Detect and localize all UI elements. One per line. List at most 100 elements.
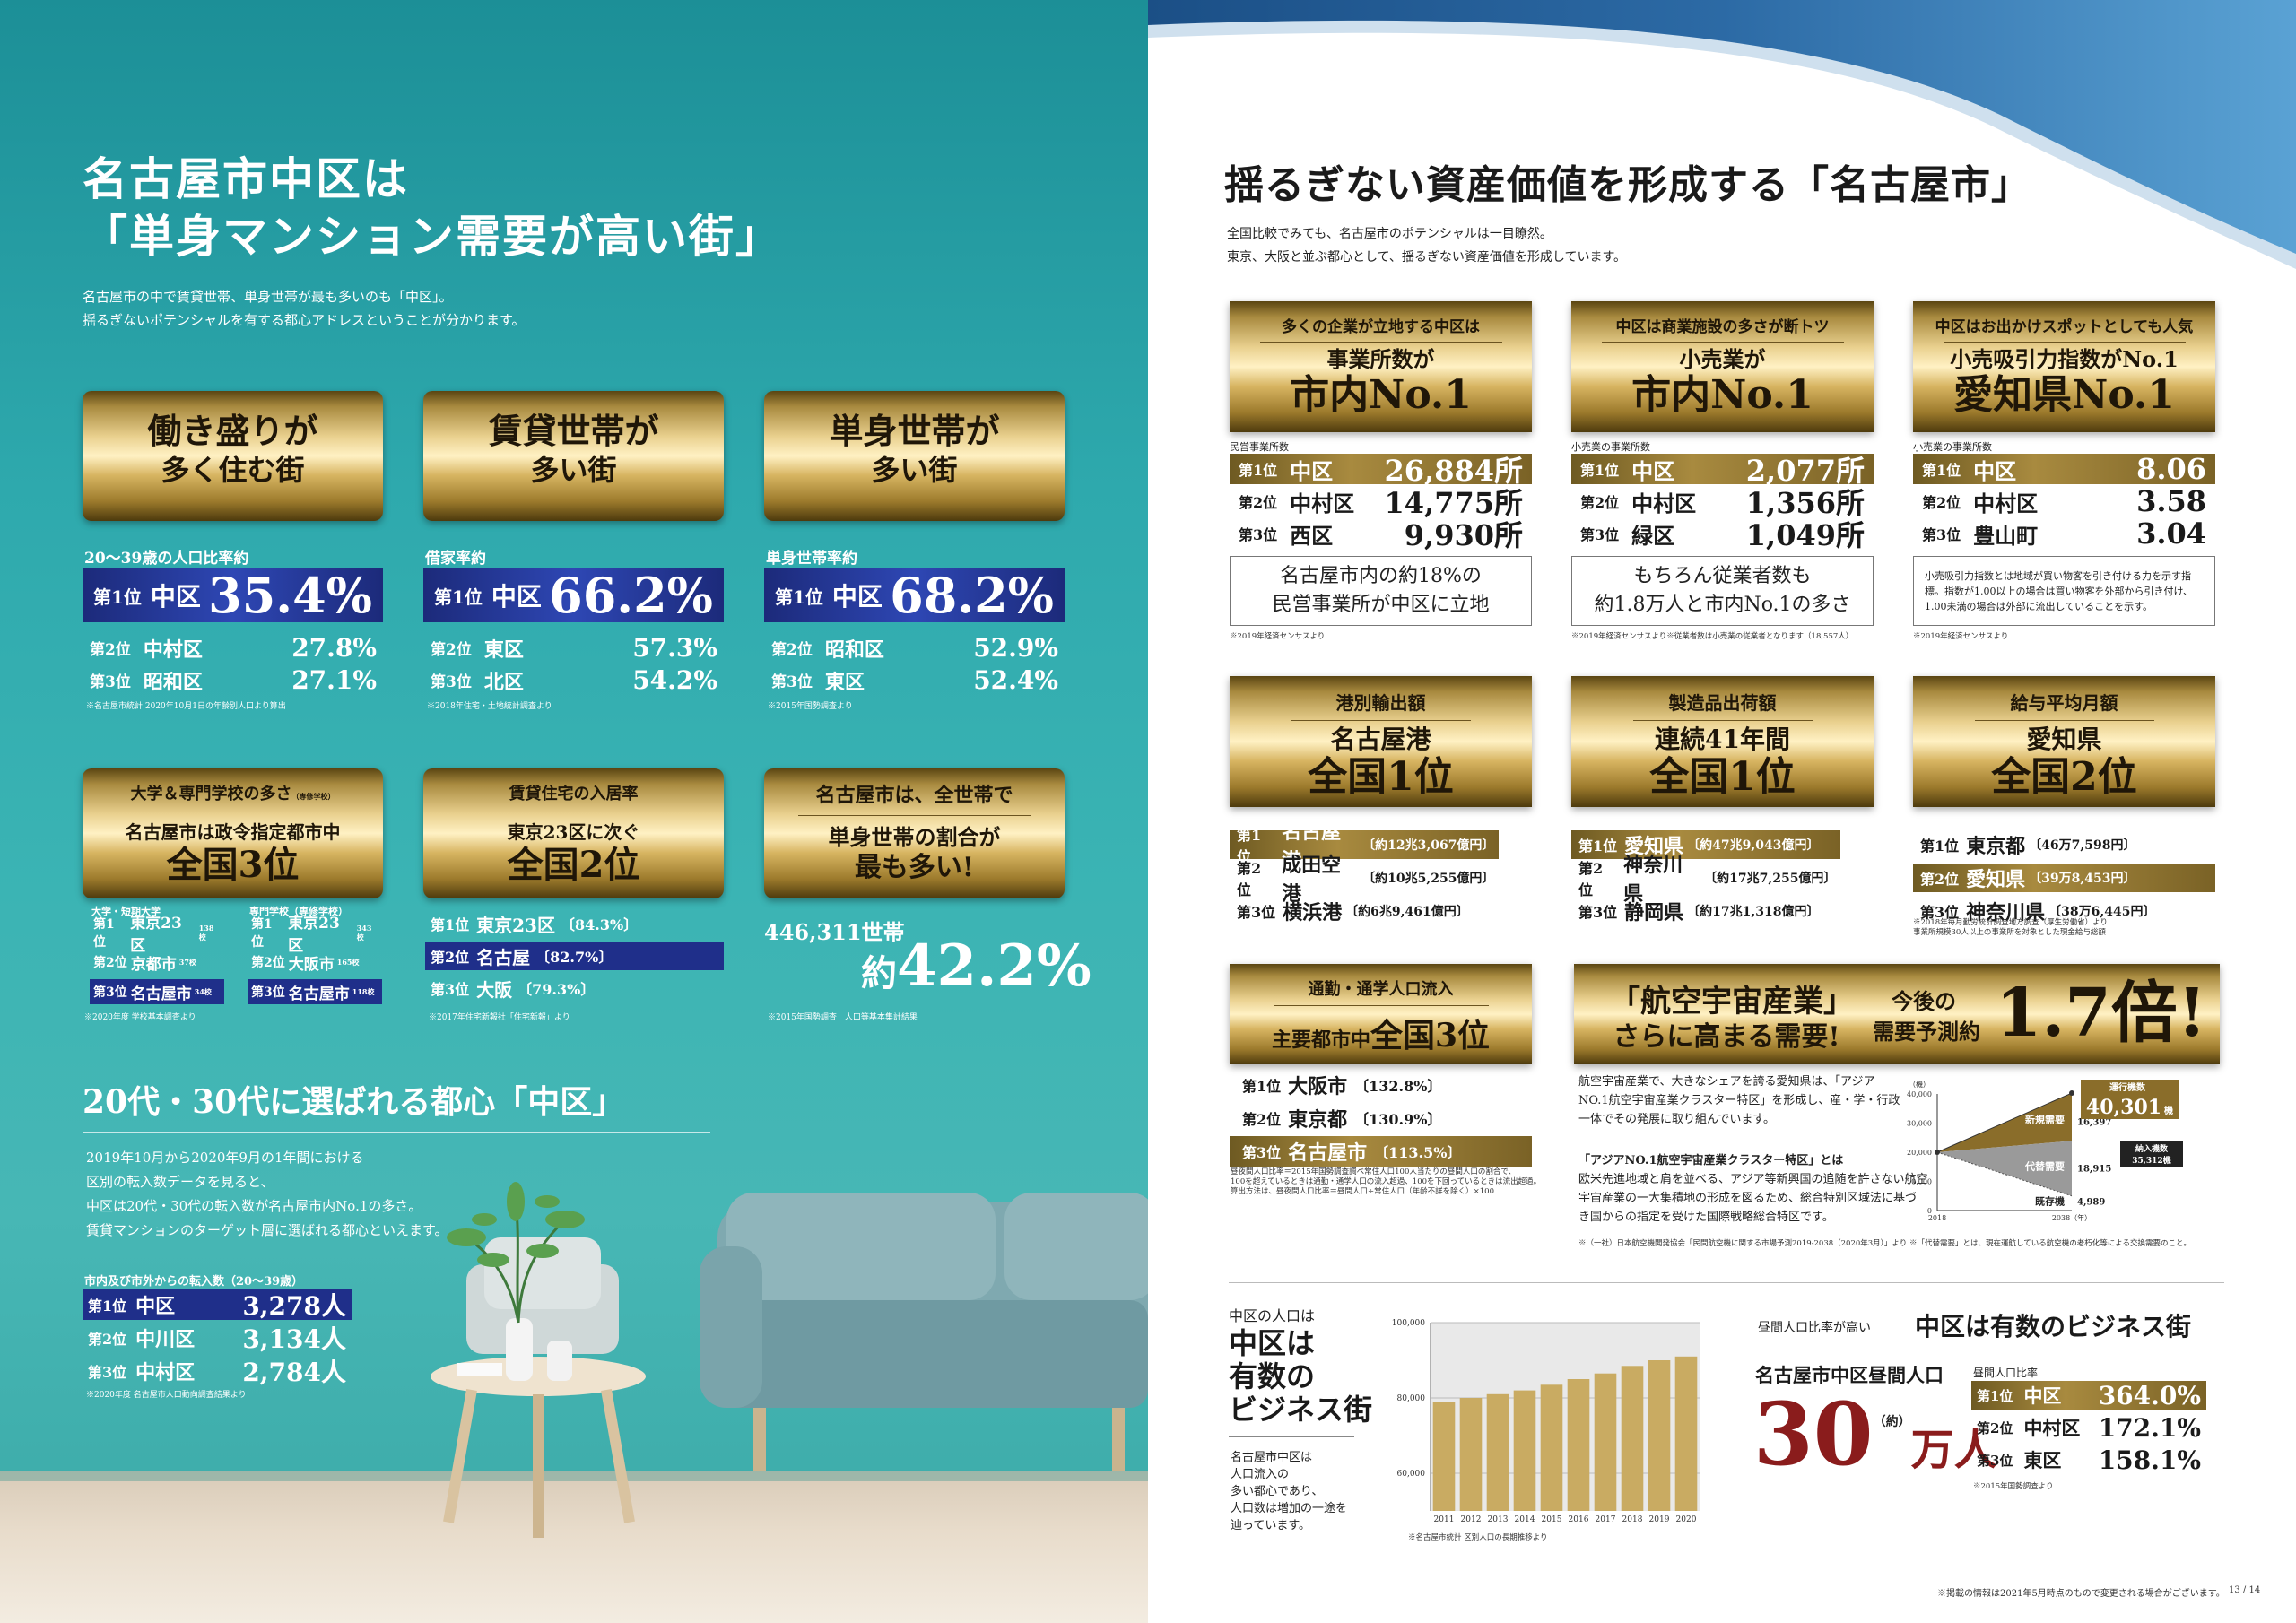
x-tick-label: 2019 bbox=[1649, 1515, 1670, 1524]
mid-rank-val: 〔約6兆9,461億円〕 bbox=[1345, 905, 1469, 919]
existing-value: 4,989 bbox=[2077, 1198, 2105, 1208]
card-banner-line-2: 多い街 bbox=[871, 453, 958, 487]
y-tick-label: 80,000 bbox=[1397, 1394, 1426, 1403]
mid-card-note: ※2018年毎月勤労統計調査地方調査（厚生労働省）より 事業所規模30人以上の事業… bbox=[1913, 918, 2108, 938]
rank-value: 27.1% bbox=[291, 665, 377, 695]
operating-unit: 機 bbox=[2164, 1105, 2173, 1116]
mid-card-m2: 全国2位 bbox=[1991, 754, 2137, 800]
day-rank-val: 364.0% bbox=[2098, 1380, 2201, 1410]
rent-val: 〔84.3%〕 bbox=[560, 916, 639, 933]
day-rank-row: 第1位 中区 364.0% bbox=[1971, 1381, 2206, 1410]
mid-rank-name: 愛知県 bbox=[1966, 868, 2026, 891]
mid-rank-name: 神奈川県 bbox=[1966, 901, 2046, 924]
rank-row: 第3位 昭和区 27.1% bbox=[90, 665, 377, 695]
mid-rank-name: 神奈川県 bbox=[1623, 854, 1683, 906]
banner-rule bbox=[1974, 720, 2154, 721]
mid-rank-pos: 第3位 bbox=[1578, 904, 1618, 921]
school-name: 東京23区 bbox=[288, 915, 340, 955]
top-card-banner: 中区はお出かけスポットとしても人気 小売吸引力指数がNo.1 愛知県No.1 bbox=[1913, 301, 2215, 432]
card-label: 借家率約 bbox=[425, 550, 486, 568]
single-b3: 最も多い! bbox=[854, 852, 975, 883]
rank-name: 東区 bbox=[483, 638, 524, 662]
school-row: 第3位 名古屋市 118校 bbox=[248, 979, 382, 1004]
day-big: 30 bbox=[1753, 1384, 1874, 1485]
aero-text2-line-1: 「アジアNO.1航空宇宙産業クラスター特区」とは bbox=[1578, 1154, 1844, 1167]
card-banner-line-1: 賃貸世帯が bbox=[488, 411, 659, 451]
school-pos: 第1位 bbox=[251, 917, 273, 950]
rank-pos: 第1位 bbox=[434, 586, 483, 608]
bar bbox=[1648, 1360, 1671, 1511]
move-in-val: 2,784人 bbox=[242, 1358, 346, 1387]
mid-rank-row: 第2位 成田空港 〔約10兆5,255億円〕 bbox=[1230, 854, 1499, 906]
box-line-1: 小売吸引力指数とは地域が買い物客を引き付ける力を示す指標。指数が1.00以上の場… bbox=[1925, 569, 2193, 612]
commute-name: 名古屋市 bbox=[1288, 1141, 1368, 1165]
single-note: ※2015年国勢調査 人口等基本集計結果 bbox=[768, 1013, 918, 1022]
school-count: 343校 bbox=[356, 923, 372, 942]
rank-pos: 第1位 bbox=[93, 586, 142, 608]
school-pos: 第1位 bbox=[93, 917, 115, 950]
day-big-unit: 万人 bbox=[1910, 1425, 1997, 1475]
rent-row: 第3位 大阪 〔79.3%〕 bbox=[425, 974, 724, 1002]
x-tick-label: 2015 bbox=[1542, 1515, 1562, 1524]
card-note: ※2018年住宅・土地統計調査より bbox=[427, 702, 552, 711]
living-room-illustration bbox=[430, 1182, 1148, 1538]
rank-pos: 第2位 bbox=[90, 641, 131, 659]
rank-value: 68.2% bbox=[890, 567, 1054, 624]
card-label: 単身世帯率約 bbox=[766, 550, 857, 568]
bar bbox=[1594, 1373, 1617, 1511]
top-rank-pos: 第2位 bbox=[1922, 494, 1961, 511]
commute-name: 東京都 bbox=[1288, 1108, 1348, 1132]
top-rank-pos: 第3位 bbox=[1922, 526, 1961, 543]
commute-m2: 全国3位 bbox=[1370, 1017, 1491, 1055]
top-card-note: ※2019年経済センサスより bbox=[1913, 632, 2009, 641]
rent-pos: 第1位 bbox=[430, 916, 470, 933]
pop-small-2: 人口流入の bbox=[1231, 1468, 1290, 1481]
header-wave bbox=[1148, 0, 2296, 269]
aero-note: ※（一社）日本航空機開発協会「民間航空機に関する市場予測2019-2038（20… bbox=[1578, 1239, 2191, 1248]
card-banner-line-2: 多く住む街 bbox=[161, 453, 305, 487]
rank-row: 第3位 北区 54.2% bbox=[430, 665, 718, 695]
rank-value: 27.8% bbox=[291, 633, 377, 663]
lead-text: 名古屋市の中で賃貸世帯、単身世帯が最も多いのも「中区」。 揺るぎないポテンシャル… bbox=[83, 285, 526, 332]
bar bbox=[1621, 1366, 1644, 1511]
commute-note-1: 昼夜間人口比率＝2015年国勢調査調べ常住人口100人当たりの昼間人口の割合で、 bbox=[1231, 1167, 1517, 1176]
aero-b5: 1.7倍! bbox=[1996, 975, 2207, 1052]
x-tick-label: 2014 bbox=[1515, 1515, 1535, 1524]
mid-rank-val: 〔39万8,453円〕 bbox=[2029, 872, 2136, 886]
top-card-m2: 市内No.1 bbox=[1290, 372, 1472, 418]
section2-line-2: 区別の転入数データを見ると、 bbox=[86, 1174, 274, 1190]
mid-rank-val: 〔約17兆7,255億円〕 bbox=[1704, 872, 1837, 886]
day-pre: 昼間人口比率が高い bbox=[1758, 1321, 1871, 1335]
commute-note-2: 100を超えているときは通勤・通学人口の流入超過、100を下回っているときは流出… bbox=[1231, 1177, 1542, 1186]
top-rank-pos: 第2位 bbox=[1239, 494, 1278, 511]
top-rank-pos: 第2位 bbox=[1580, 494, 1620, 511]
aero-b2: さらに高まる需要! bbox=[1613, 1021, 1840, 1053]
day-big-small: （約） bbox=[1873, 1415, 1911, 1429]
mid-rank-row: 第2位 神奈川県 〔約17兆7,255億円〕 bbox=[1571, 854, 1840, 906]
mid-rank-name: 名古屋港 bbox=[1282, 820, 1342, 872]
aero-text2: 「アジアNO.1航空宇宙産業クラスター特区」とは 欧米先進地域と肩を並べる、アジ… bbox=[1578, 1151, 1927, 1227]
mid-rank-pos: 第1位 bbox=[1578, 838, 1618, 855]
mid-rank-pos: 第3位 bbox=[1920, 904, 1960, 921]
commute-row: 第2位 東京都 〔130.9%〕 bbox=[1230, 1103, 1499, 1133]
aero-text2-line-2: 欧米先進地域と肩を並べる、アジア等新興国の追随を許さない航空 bbox=[1578, 1173, 1928, 1186]
mid-card-sub: 製造品出荷額 bbox=[1668, 692, 1777, 714]
mid-note-2: 事業所規模30人以上の事業所を対象とした現金給与総額 bbox=[1913, 928, 2106, 937]
bottom-divider bbox=[1229, 1282, 2224, 1283]
mid-card-sub: 給与平均月額 bbox=[2010, 692, 2118, 714]
day-rank-label: 昼間人口比率 bbox=[1973, 1367, 2039, 1379]
commute-sub: 通勤・通学人口流入 bbox=[1308, 980, 1454, 999]
rank-value: 66.2% bbox=[549, 567, 713, 624]
top-rank-name: 中村区 bbox=[1290, 490, 1355, 516]
commute-val: 〔130.9%〕 bbox=[1354, 1111, 1442, 1128]
y-tick-label: 10,000 bbox=[1907, 1178, 1932, 1186]
top-card-m1: 小売業が bbox=[1679, 346, 1766, 372]
operating-box bbox=[2081, 1080, 2179, 1119]
mid-card-m1: 愛知県 bbox=[2026, 725, 2102, 754]
card-banner: 働き盛りが 多く住む街 bbox=[83, 391, 383, 521]
section2-text: 2019年10月から2020年9月の1年間における 区別の転入数データを見ると、… bbox=[86, 1146, 448, 1243]
delivery-label: 納入機数 bbox=[2135, 1143, 2169, 1154]
top-card-box: 小売吸引力指数とは地域が買い物客を引き付ける力を示す指標。指数が1.00以上の場… bbox=[1913, 556, 2215, 626]
y-tick-label: 30,000 bbox=[1907, 1120, 1932, 1128]
